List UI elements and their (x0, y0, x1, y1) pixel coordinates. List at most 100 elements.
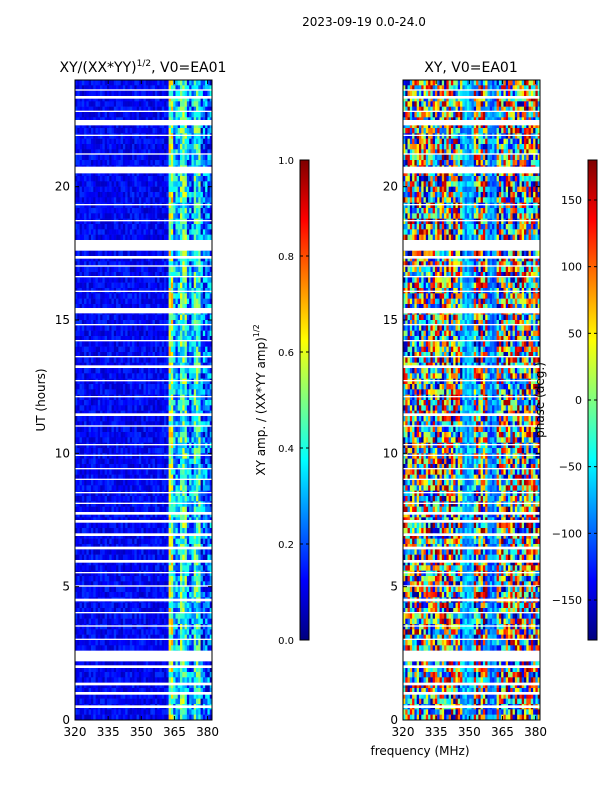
heatmap-cell (95, 437, 99, 443)
heatmap-cell (129, 186, 133, 193)
heatmap-cell (148, 298, 151, 305)
heatmap-cell (175, 421, 179, 427)
heatmap-cell (154, 394, 158, 401)
heatmap-cell (209, 442, 212, 449)
heatmap-cell (152, 330, 156, 337)
heatmap-cell (113, 80, 117, 86)
heatmap-cell (127, 90, 131, 97)
heatmap-cell (193, 197, 197, 203)
heatmap-cell (164, 282, 167, 289)
heatmap-cell (205, 133, 208, 139)
heatmap-cell (205, 122, 208, 129)
heatmap-cell (189, 218, 192, 225)
heatmap-cell (205, 432, 208, 438)
heatmap-cell (138, 186, 142, 193)
heatmap-cell (125, 330, 128, 337)
heatmap-cell (205, 304, 208, 310)
heatmap-cell (154, 320, 158, 326)
heatmap-cell (109, 464, 112, 470)
heatmap-cell (77, 368, 80, 374)
heatmap-cell (118, 325, 121, 331)
heatmap-cell (106, 112, 110, 118)
heatmap-cell (77, 341, 80, 347)
heatmap-cell (143, 90, 147, 97)
heatmap-cell (173, 314, 176, 321)
heatmap-cell (104, 474, 108, 481)
heatmap-cell (164, 293, 167, 299)
heatmap-cell (196, 501, 199, 507)
heatmap-cell (189, 394, 192, 401)
heatmap-cell (127, 277, 131, 283)
heatmap-cell (182, 506, 185, 513)
heatmap-cell (88, 96, 92, 102)
heatmap-cell (189, 405, 192, 411)
heatmap-cell (157, 122, 160, 129)
heatmap-cell (95, 298, 99, 305)
heatmap-cell (182, 458, 185, 465)
heatmap-cell (164, 357, 167, 363)
heatmap-cell (86, 192, 89, 198)
heatmap-cell (75, 160, 78, 166)
heatmap-cell (127, 218, 131, 225)
heatmap-cell (175, 325, 179, 331)
heatmap-cell (205, 368, 208, 374)
heatmap-cell (104, 373, 108, 379)
heatmap-cell (148, 474, 151, 481)
heatmap-cell (129, 266, 133, 273)
heatmap-cell (109, 336, 112, 342)
heatmap-cell (168, 330, 172, 337)
heatmap-cell (168, 192, 172, 198)
heatmap-cell (202, 250, 206, 257)
heatmap-cell (166, 304, 169, 310)
heatmap-cell (182, 336, 185, 342)
heatmap-cell (196, 154, 199, 161)
heatmap-cell (116, 437, 119, 443)
heatmap-cell (111, 101, 115, 107)
heatmap-cell (193, 485, 197, 491)
heatmap-cell (166, 229, 169, 235)
heatmap-cell (138, 266, 142, 273)
heatmap-cell (88, 176, 92, 182)
heatmap-cell (207, 234, 211, 241)
heatmap-cell (90, 229, 94, 235)
heatmap-cell (198, 128, 201, 134)
heatmap-cell (168, 208, 172, 214)
heatmap-cell (84, 234, 87, 241)
heatmap-cell (161, 405, 165, 411)
heatmap-cell (186, 432, 190, 438)
heatmap-cell (175, 122, 179, 129)
heatmap-cell (111, 282, 115, 289)
heatmap-cell (129, 442, 133, 449)
heatmap-cell (136, 176, 140, 182)
heatmap-cell (180, 474, 183, 481)
heatmap-cell (182, 293, 185, 299)
heatmap-cell (90, 346, 94, 353)
heatmap-cell (173, 261, 176, 267)
heatmap-cell (81, 341, 85, 347)
heatmap-cell (125, 448, 128, 454)
heatmap-cell (109, 485, 112, 491)
heatmap-cell (180, 394, 183, 401)
heatmap-cell (132, 176, 135, 182)
heatmap-cell (102, 421, 105, 427)
heatmap-cell (196, 304, 199, 310)
heatmap-cell (207, 448, 211, 454)
heatmap-cell (180, 181, 183, 187)
heatmap-cell (141, 112, 144, 118)
heatmap-cell (120, 336, 124, 342)
heatmap-cell (150, 368, 153, 374)
heatmap-cell (170, 96, 174, 102)
heatmap-cell (168, 442, 172, 449)
heatmap-cell (75, 266, 78, 273)
heatmap-cell (177, 101, 181, 107)
heatmap-cell (129, 133, 133, 139)
heatmap-cell (145, 458, 149, 465)
heatmap-cell (81, 122, 85, 129)
heatmap-cell (141, 346, 144, 353)
heatmap-cell (148, 421, 151, 427)
heatmap-cell (84, 469, 87, 475)
heatmap-cell (81, 320, 85, 326)
heatmap-cell (143, 144, 147, 150)
heatmap-cell (180, 218, 183, 225)
heatmap-cell (75, 186, 78, 193)
